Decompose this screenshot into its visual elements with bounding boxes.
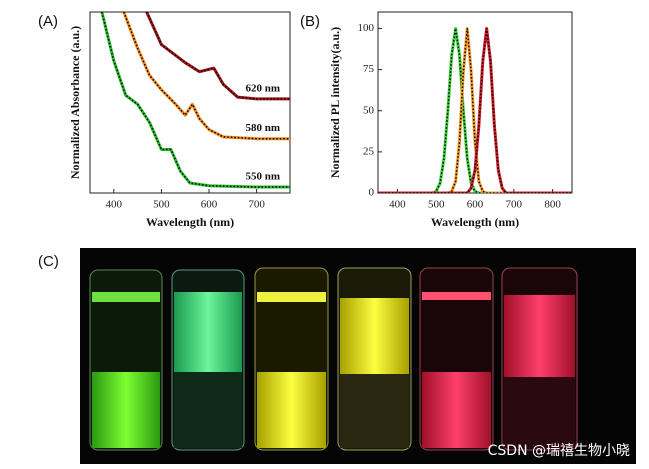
fit-line bbox=[378, 28, 572, 193]
y-axis-label: Normalized PL intensity(a.u.) bbox=[328, 27, 342, 178]
annotation: 550 nm bbox=[245, 171, 280, 183]
y-tick-label: 50 bbox=[363, 104, 375, 116]
x-tick-label: 400 bbox=[106, 199, 123, 211]
panel-label: (C) bbox=[38, 253, 59, 270]
y-tick-label: 75 bbox=[363, 63, 375, 75]
x-tick-label: 800 bbox=[544, 199, 561, 211]
y-axis-label: Normalized Absorbance (a.u.) bbox=[68, 26, 82, 179]
x-tick-label: 400 bbox=[389, 199, 406, 211]
plot-frame bbox=[89, 11, 291, 194]
x-axis-label: Wavelength (nm) bbox=[431, 215, 519, 229]
x-tick-label: 600 bbox=[201, 199, 218, 211]
fit-line bbox=[378, 28, 572, 193]
x-tick-label: 600 bbox=[467, 199, 484, 211]
panel-label: (B) bbox=[300, 13, 320, 30]
photo bbox=[80, 248, 636, 464]
fit-line bbox=[123, 12, 290, 140]
annotation: 620 nm bbox=[245, 82, 280, 94]
fit-line bbox=[145, 12, 290, 100]
x-axis-label: Wavelength (nm) bbox=[146, 215, 234, 229]
x-tick-label: 500 bbox=[428, 199, 445, 211]
x-tick-label: 700 bbox=[248, 199, 265, 211]
y-tick-label: 25 bbox=[363, 145, 375, 157]
y-tick-label: 100 bbox=[358, 22, 375, 34]
x-tick-label: 500 bbox=[153, 199, 170, 211]
panel-label: (A) bbox=[38, 13, 58, 30]
fit-line bbox=[101, 12, 290, 188]
y-tick-label: 0 bbox=[369, 187, 375, 199]
annotation: 580 nm bbox=[245, 122, 280, 134]
x-tick-label: 700 bbox=[506, 199, 523, 211]
watermark: CSDN @瑞禧生物小晓 bbox=[488, 443, 630, 459]
fit-line bbox=[378, 28, 572, 193]
